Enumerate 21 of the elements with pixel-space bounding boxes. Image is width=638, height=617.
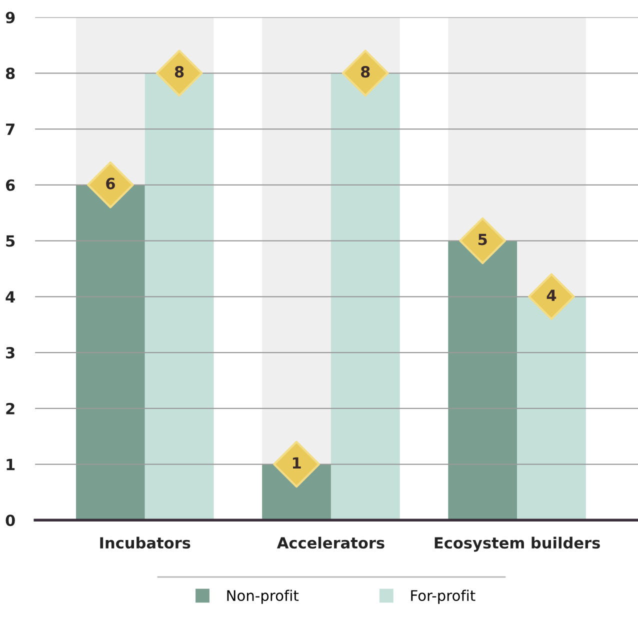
- y-tick-label: 0: [6, 514, 15, 526]
- data-label: 5: [478, 234, 487, 246]
- y-tick-label: 9: [6, 12, 15, 24]
- y-tick-label: 8: [6, 68, 15, 80]
- data-label: 1: [292, 457, 301, 468]
- legend-label: Non-profit: [227, 590, 299, 604]
- x-tick-label: Incubators: [100, 536, 190, 549]
- x-tick-label: Accelerators: [276, 536, 384, 549]
- y-tick-label: 6: [6, 179, 15, 191]
- y-tick-label: 2: [6, 402, 14, 414]
- y-tick-label: 7: [6, 124, 14, 135]
- y-tick-label: 3: [6, 346, 14, 359]
- data-label: 8: [174, 66, 184, 78]
- y-tick-label: 1: [6, 458, 15, 470]
- legend-label: For-profit: [411, 590, 476, 604]
- y-tick-label: 4: [6, 291, 15, 302]
- x-tick-label: Ecosystem builders: [434, 536, 600, 552]
- data-label: 6: [106, 178, 115, 190]
- data-label: 4: [546, 290, 556, 301]
- y-tick-label: 5: [6, 235, 15, 247]
- data-label: 8: [361, 66, 370, 78]
